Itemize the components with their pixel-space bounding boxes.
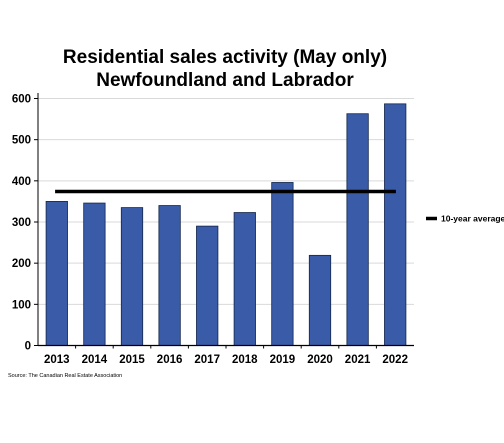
x-tick-label: 2021 (345, 354, 371, 366)
x-tick-label: 2016 (157, 354, 183, 366)
x-tick-label: 2013 (44, 354, 70, 366)
bar-2019 (271, 182, 294, 346)
bar-2020 (308, 254, 332, 346)
chart-title: Residential sales activity (May only) (63, 47, 387, 68)
x-tick-label: 2020 (307, 354, 333, 366)
y-axis-ticks: 0 100 200 300 400 500 600 (12, 94, 31, 353)
bar-2013 (45, 201, 68, 346)
legend-label: 10-year average (441, 214, 504, 224)
x-tick-label: 2018 (232, 354, 258, 366)
x-tick-label: 2015 (119, 354, 145, 366)
bar-2018 (233, 212, 256, 346)
y-tick-label: 200 (12, 258, 31, 270)
source-note: Source: The Canadian Real Estate Associa… (8, 373, 122, 379)
bar-2022 (384, 103, 407, 346)
axes (34, 93, 414, 349)
bar-2015 (120, 207, 144, 346)
bar-2016 (158, 205, 181, 346)
x-tick-label: 2017 (194, 354, 220, 366)
bar-2021 (346, 113, 369, 346)
y-tick-label: 600 (12, 94, 31, 106)
y-tick-label: 500 (12, 135, 31, 147)
bar-series (45, 103, 407, 346)
x-tick-label: 2014 (82, 354, 108, 366)
x-axis-ticks: 2013 2014 2015 2016 2017 2018 2019 2020 2021 2022 (44, 354, 408, 366)
y-tick-label: 300 (12, 217, 31, 229)
bar-2014 (83, 202, 106, 346)
y-tick-label: 0 (25, 341, 31, 353)
chart-subtitle: Newfoundland and Labrador (96, 70, 354, 91)
x-tick-label: 2019 (270, 354, 296, 366)
x-tick-label: 2022 (382, 354, 408, 366)
legend: 10-year average (426, 214, 504, 224)
bar-2017 (196, 225, 219, 346)
y-tick-label: 400 (12, 176, 31, 188)
y-tick-label: 100 (12, 299, 31, 311)
